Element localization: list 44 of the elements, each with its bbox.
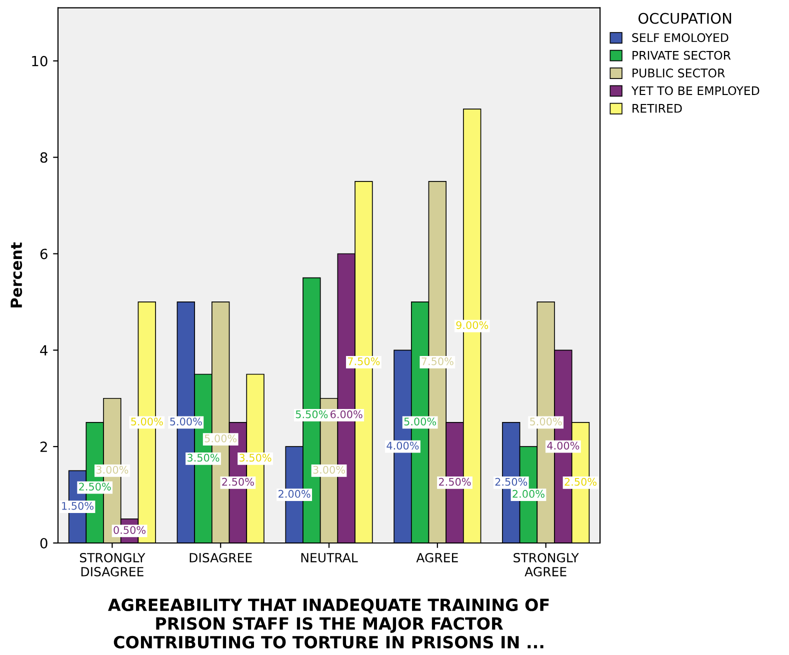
legend-label: PRIVATE SECTOR — [632, 50, 731, 60]
legend-label: PUBLIC SECTOR — [632, 68, 725, 78]
y-tick-label: 2 — [40, 442, 47, 452]
data-label: 2.50% — [495, 478, 528, 486]
data-label: 2.00% — [278, 490, 310, 498]
data-label: 5.00% — [131, 418, 163, 426]
legend-label: YET TO BE EMPLOYED — [631, 86, 760, 96]
data-label: 6.00% — [330, 410, 362, 418]
data-label: 9.00% — [456, 321, 488, 330]
legend-title: OCCUPATION — [638, 12, 732, 24]
data-label: 2.50% — [222, 478, 254, 486]
x-tick-label: DISAGREE — [190, 552, 252, 562]
data-label: 5.00% — [404, 418, 436, 426]
x-tick-label: AGREE — [416, 552, 458, 562]
y-tick-label: 0 — [40, 538, 48, 548]
data-label: 3.00% — [96, 466, 128, 474]
data-label: 5.00% — [530, 418, 562, 426]
data-label: 2.50% — [438, 478, 471, 486]
x-tick-label: NEUTRAL — [301, 553, 358, 562]
data-label: 3.00% — [313, 466, 345, 474]
data-label: 4.00% — [386, 442, 419, 450]
x-axis-title: AGREEABILITY THAT INADEQUATE TRAINING OF PRISON STAFF IS THE MAJOR FACTOR CONTRIBUTING TO TORTURE IN PRISONS IN ... — [108, 598, 549, 648]
y-axis-title: Percent — [10, 242, 22, 308]
data-label: 3.50% — [240, 454, 272, 462]
data-label: 5.00% — [204, 434, 237, 442]
data-label: 2.50% — [564, 478, 596, 486]
y-tick-label: 8 — [40, 152, 48, 163]
data-label: 5.00% — [170, 418, 202, 426]
legend-label: SELF EMOLOYED — [632, 33, 728, 42]
data-label: 0.50% — [114, 526, 146, 534]
y-tick-label: 4 — [40, 345, 48, 356]
data-label: 1.50% — [62, 502, 94, 510]
data-label: 5.50% — [296, 410, 328, 418]
legend-label: RETIRED — [632, 104, 682, 113]
x-tick-label: STRONGLY DISAGREE — [80, 552, 146, 576]
data-label: 7.50% — [348, 357, 380, 366]
data-label: 2.50% — [79, 482, 111, 491]
x-tick-label: STRONGLY AGREE — [514, 552, 579, 576]
data-label: 3.50% — [188, 454, 220, 462]
data-label: 2.00% — [512, 490, 544, 498]
y-tick-label: 10 — [32, 56, 48, 66]
y-tick-label: 6 — [40, 248, 48, 260]
data-label: 7.50% — [422, 357, 454, 366]
data-label: 4.00% — [547, 442, 580, 450]
